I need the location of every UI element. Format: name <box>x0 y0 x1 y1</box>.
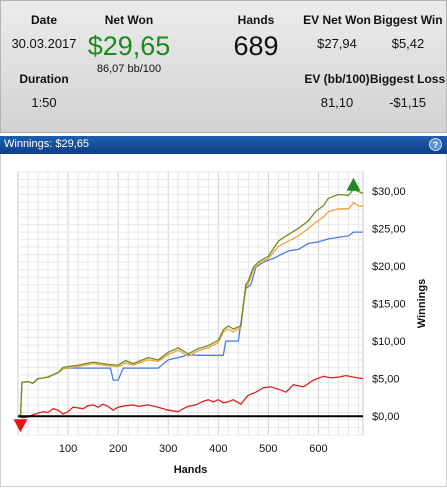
ev-bb-label: EV (bb/100) <box>304 72 370 86</box>
biggest-loss-label: Biggest Loss <box>369 72 446 86</box>
ev-net-won-label: EV Net Won <box>303 13 371 27</box>
min-winnings-marker-icon <box>13 419 28 433</box>
x-tick-label: 500 <box>259 443 277 455</box>
plot-area <box>17 171 364 436</box>
biggest-loss-stat: Biggest Loss -$1,15 <box>367 72 447 110</box>
winnings-chart: $0,00 $5,00 $10,00 $15,00 $20,00 $25,00 $30,00… <box>13 171 428 476</box>
net-won-bb-per-100: 86,07 bb/100 <box>96 63 162 75</box>
biggest-win-label: Biggest Win <box>373 13 443 27</box>
date-label: Date <box>30 13 57 27</box>
winnings-chart-panel: $0,00 $5,00 $10,00 $15,00 $20,00 $25,00 $30,00… <box>0 154 447 487</box>
y-tick-label: $20,00 <box>372 261 406 273</box>
ev-bb-value: 81,10 <box>320 95 354 110</box>
net-won-stat: Net Won $29,65 86,07 bb/100 <box>79 13 179 75</box>
help-icon[interactable]: ? <box>429 138 442 151</box>
x-tick-label: 200 <box>109 443 127 455</box>
date-value: 30.03.2017 <box>11 36 77 51</box>
date-stat: Date 30.03.2017 <box>1 13 87 51</box>
x-tick-label: 300 <box>159 443 177 455</box>
biggest-win-value: $5,42 <box>391 36 425 51</box>
series-line-green <box>18 188 364 417</box>
duration-value: 1:50 <box>31 95 57 110</box>
net-won-label: Net Won <box>104 13 154 27</box>
x-axis-title: Hands <box>174 464 208 476</box>
series-line-red <box>17 374 364 419</box>
hands-label: Hands <box>237 13 275 27</box>
hands-value: 689 <box>233 31 279 61</box>
y-tick-label: $15,00 <box>372 299 406 311</box>
winnings-title: Winnings: $29,65 <box>4 138 89 150</box>
ev-bb-stat: EV (bb/100) 81,10 <box>301 72 373 110</box>
duration-label: Duration <box>19 72 69 86</box>
x-tick-label: 100 <box>59 443 77 455</box>
biggest-win-stat: Biggest Win $5,42 <box>369 13 447 51</box>
x-tick-label: 600 <box>309 443 327 455</box>
winnings-title-bar: Winnings: $29,65 ? <box>0 136 447 154</box>
y-tick-label: $25,00 <box>372 223 406 235</box>
net-won-value: $29,65 <box>87 31 171 61</box>
y-tick-label: $5,00 <box>372 374 400 386</box>
y-tick-label: $10,00 <box>372 336 406 348</box>
biggest-loss-value: -$1,15 <box>389 95 426 110</box>
hands-stat: Hands 689 <box>216 13 296 62</box>
ev-net-won-stat: EV Net Won $27,94 <box>301 13 373 51</box>
duration-stat: Duration 1:50 <box>1 72 87 110</box>
y-tick-label: $0,00 <box>372 411 400 423</box>
y-tick-label: $30,00 <box>372 186 406 198</box>
max-winnings-marker-icon <box>346 177 361 191</box>
y-axis-title: Winnings <box>416 279 428 328</box>
x-tick-label: 400 <box>209 443 227 455</box>
session-stats-panel: Date 30.03.2017 Duration 1:50 Net Won $2… <box>0 0 447 133</box>
ev-net-won-value: $27,94 <box>317 36 357 51</box>
